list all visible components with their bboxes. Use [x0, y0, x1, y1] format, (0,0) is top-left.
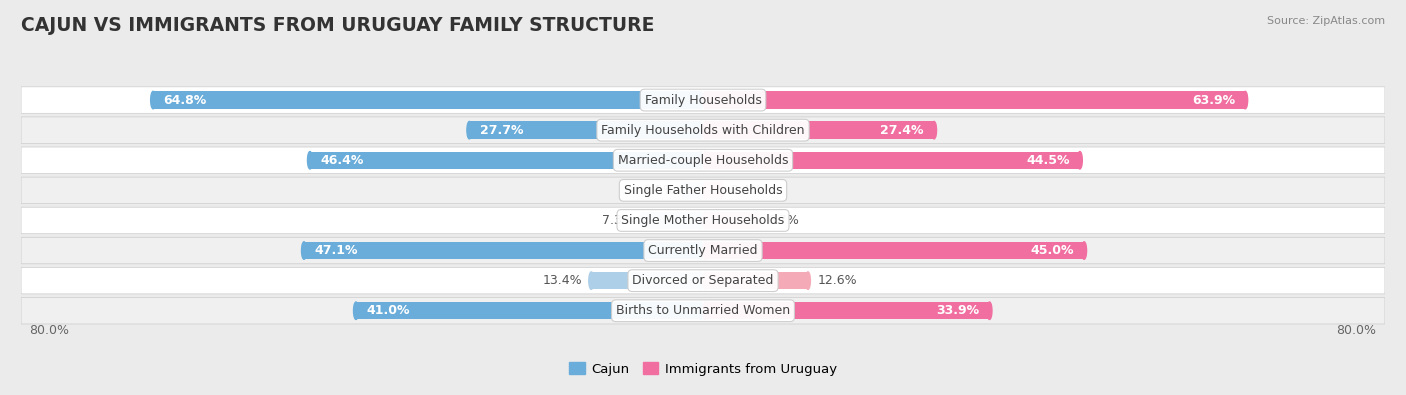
FancyBboxPatch shape	[706, 272, 808, 290]
FancyBboxPatch shape	[21, 237, 1385, 264]
Text: 7.3%: 7.3%	[602, 214, 634, 227]
FancyBboxPatch shape	[21, 297, 1385, 324]
Circle shape	[718, 182, 724, 199]
Text: 33.9%: 33.9%	[936, 304, 979, 317]
Text: Source: ZipAtlas.com: Source: ZipAtlas.com	[1267, 16, 1385, 26]
FancyBboxPatch shape	[706, 182, 721, 199]
Text: Divorced or Separated: Divorced or Separated	[633, 274, 773, 287]
Circle shape	[1081, 242, 1087, 259]
FancyBboxPatch shape	[356, 302, 700, 320]
Circle shape	[697, 121, 703, 139]
Circle shape	[932, 121, 936, 139]
Circle shape	[697, 212, 703, 229]
Text: 80.0%: 80.0%	[30, 324, 70, 337]
Circle shape	[697, 182, 703, 199]
Text: Single Mother Households: Single Mother Households	[621, 214, 785, 227]
Text: 64.8%: 64.8%	[163, 94, 207, 107]
Circle shape	[301, 242, 307, 259]
Text: 13.4%: 13.4%	[543, 274, 582, 287]
Circle shape	[697, 152, 703, 169]
FancyBboxPatch shape	[685, 182, 700, 199]
Text: 41.0%: 41.0%	[367, 304, 409, 317]
FancyBboxPatch shape	[470, 121, 700, 139]
Legend: Cajun, Immigrants from Uruguay: Cajun, Immigrants from Uruguay	[564, 357, 842, 381]
Circle shape	[697, 272, 703, 290]
Circle shape	[703, 242, 709, 259]
Circle shape	[703, 302, 709, 320]
FancyBboxPatch shape	[21, 267, 1385, 294]
Text: 44.5%: 44.5%	[1026, 154, 1070, 167]
Text: Single Father Households: Single Father Households	[624, 184, 782, 197]
FancyBboxPatch shape	[644, 212, 700, 229]
FancyBboxPatch shape	[21, 117, 1385, 143]
Circle shape	[703, 91, 709, 109]
FancyBboxPatch shape	[21, 207, 1385, 234]
Text: 27.4%: 27.4%	[880, 124, 924, 137]
Circle shape	[806, 272, 810, 290]
Text: 47.1%: 47.1%	[315, 244, 357, 257]
Text: 45.0%: 45.0%	[1031, 244, 1074, 257]
FancyBboxPatch shape	[153, 91, 700, 109]
Text: 2.5%: 2.5%	[643, 184, 675, 197]
Circle shape	[150, 91, 156, 109]
Text: 63.9%: 63.9%	[1192, 94, 1234, 107]
Text: 80.0%: 80.0%	[1336, 324, 1376, 337]
Circle shape	[308, 152, 312, 169]
FancyBboxPatch shape	[706, 242, 1084, 259]
Text: 12.6%: 12.6%	[817, 274, 856, 287]
FancyBboxPatch shape	[21, 147, 1385, 173]
FancyBboxPatch shape	[706, 121, 934, 139]
Text: Family Households with Children: Family Households with Children	[602, 124, 804, 137]
Circle shape	[697, 302, 703, 320]
Text: Births to Unmarried Women: Births to Unmarried Women	[616, 304, 790, 317]
Text: Currently Married: Currently Married	[648, 244, 758, 257]
Circle shape	[1077, 152, 1083, 169]
Circle shape	[353, 302, 359, 320]
FancyBboxPatch shape	[21, 177, 1385, 203]
Circle shape	[697, 91, 703, 109]
Circle shape	[987, 302, 993, 320]
FancyBboxPatch shape	[706, 91, 1246, 109]
Text: 6.7%: 6.7%	[766, 214, 799, 227]
FancyBboxPatch shape	[592, 272, 700, 290]
Text: Family Households: Family Households	[644, 94, 762, 107]
FancyBboxPatch shape	[309, 152, 700, 169]
Circle shape	[697, 242, 703, 259]
Circle shape	[703, 272, 709, 290]
Circle shape	[589, 272, 593, 290]
FancyBboxPatch shape	[706, 302, 990, 320]
Text: Married-couple Households: Married-couple Households	[617, 154, 789, 167]
Circle shape	[703, 182, 709, 199]
FancyBboxPatch shape	[21, 87, 1385, 113]
Circle shape	[755, 212, 761, 229]
Text: 27.7%: 27.7%	[479, 124, 523, 137]
Circle shape	[682, 182, 686, 199]
FancyBboxPatch shape	[706, 212, 758, 229]
Text: CAJUN VS IMMIGRANTS FROM URUGUAY FAMILY STRUCTURE: CAJUN VS IMMIGRANTS FROM URUGUAY FAMILY …	[21, 16, 654, 35]
Circle shape	[1243, 91, 1247, 109]
Circle shape	[703, 152, 709, 169]
Text: 2.4%: 2.4%	[730, 184, 762, 197]
Circle shape	[467, 121, 472, 139]
Circle shape	[703, 212, 709, 229]
Text: 46.4%: 46.4%	[321, 154, 364, 167]
Circle shape	[703, 121, 709, 139]
FancyBboxPatch shape	[304, 242, 700, 259]
FancyBboxPatch shape	[706, 152, 1080, 169]
Circle shape	[641, 212, 645, 229]
